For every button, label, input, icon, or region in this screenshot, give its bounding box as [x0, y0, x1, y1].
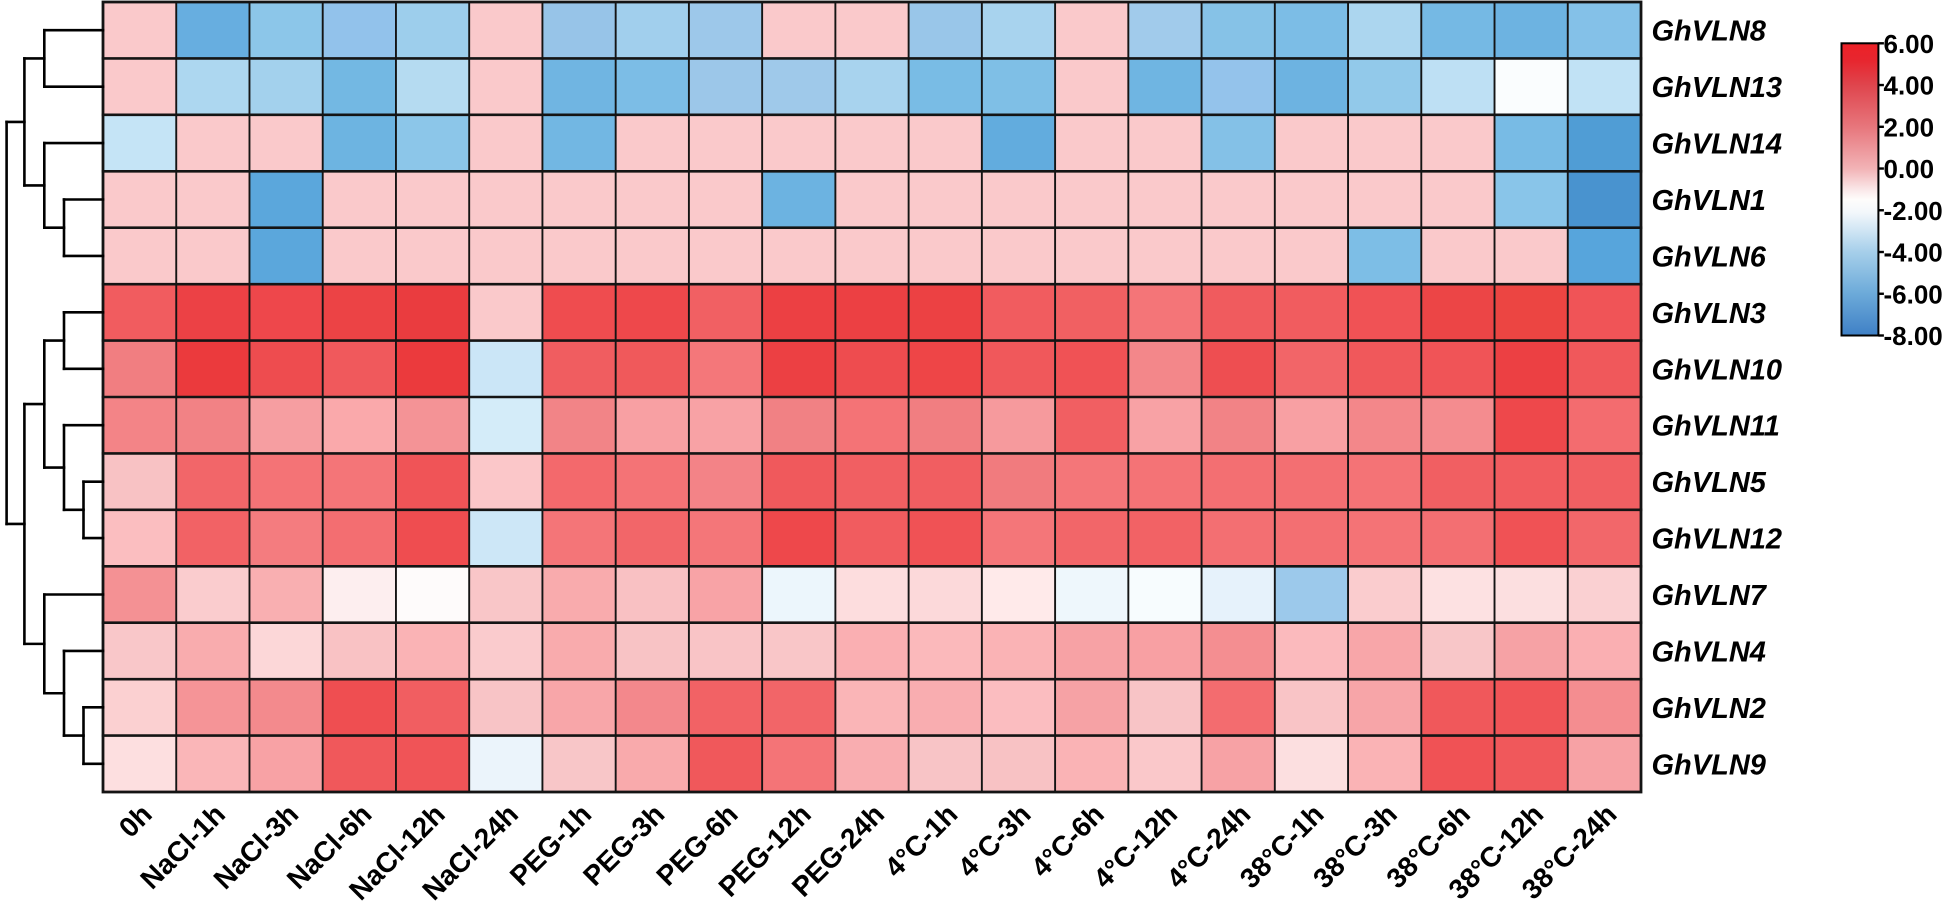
- svg-text:-8.00: -8.00: [1884, 321, 1943, 351]
- svg-text:GhVLN2: GhVLN2: [1652, 693, 1766, 725]
- svg-text:-2.00: -2.00: [1884, 196, 1943, 226]
- svg-text:GhVLN11: GhVLN11: [1652, 411, 1780, 443]
- svg-text:GhVLN10: GhVLN10: [1652, 354, 1783, 386]
- svg-text:GhVLN6: GhVLN6: [1652, 241, 1767, 273]
- svg-text:GhVLN12: GhVLN12: [1652, 524, 1783, 556]
- svg-text:GhVLN8: GhVLN8: [1652, 16, 1767, 48]
- svg-text:-4.00: -4.00: [1884, 238, 1943, 268]
- svg-text:GhVLN9: GhVLN9: [1652, 749, 1766, 781]
- svg-text:0.00: 0.00: [1884, 154, 1935, 184]
- svg-text:GhVLN1: GhVLN1: [1652, 185, 1766, 217]
- svg-text:4.00: 4.00: [1884, 71, 1935, 101]
- svg-text:GhVLN3: GhVLN3: [1652, 298, 1766, 330]
- svg-text:GhVLN7: GhVLN7: [1652, 580, 1768, 612]
- svg-text:GhVLN14: GhVLN14: [1652, 129, 1783, 161]
- svg-text:6.00: 6.00: [1884, 29, 1935, 59]
- svg-text:GhVLN5: GhVLN5: [1652, 467, 1767, 499]
- svg-text:GhVLN4: GhVLN4: [1652, 636, 1766, 668]
- svg-text:GhVLN13: GhVLN13: [1652, 72, 1783, 104]
- svg-text:2.00: 2.00: [1884, 112, 1935, 142]
- svg-text:-6.00: -6.00: [1884, 279, 1943, 309]
